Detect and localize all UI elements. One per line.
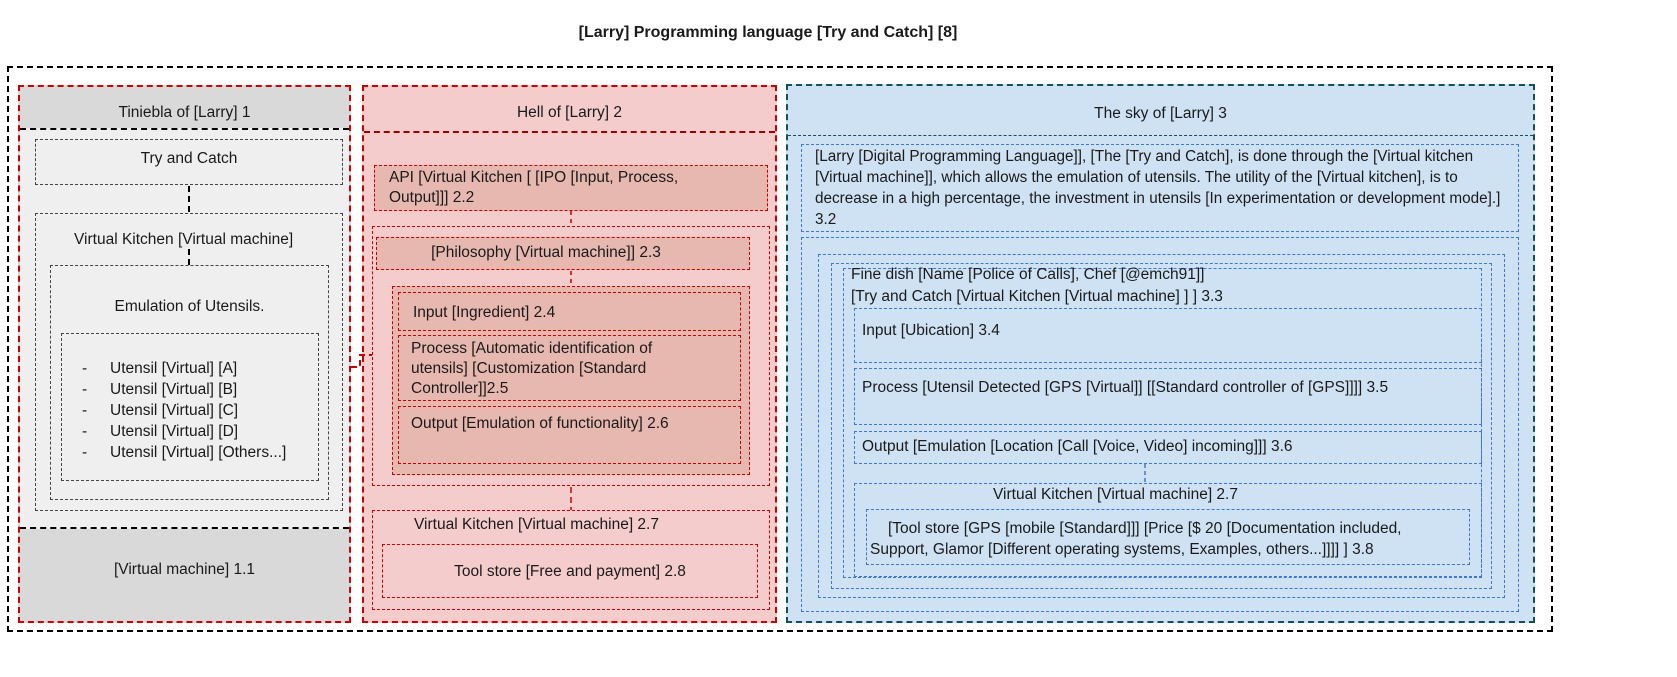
sky-process-box <box>854 368 1482 425</box>
panel-hell-header: Hell of [Larry] 2 <box>516 104 623 121</box>
vk-label: Virtual Kitchen [Virtual machine] 2.7 <box>414 516 659 533</box>
virtual-machine-footer: [Virtual machine] 1.1 <box>113 561 255 578</box>
tool-store-box <box>382 544 758 598</box>
api-box <box>374 165 768 211</box>
fine-dish-mid <box>818 254 1505 598</box>
sky-output-label: Output [Emulation [Location [Call [Voice… <box>862 438 1293 455</box>
utensil-item: Utensil [Virtual] [Others...] <box>110 444 287 461</box>
input-box <box>398 292 741 331</box>
connector-panel1-to-panel2 <box>351 354 372 368</box>
api-label: API [Virtual Kitchen [ [IPO [Input, Proc… <box>389 169 679 206</box>
tool-store-label: Tool store [Free and payment] 2.8 <box>454 563 686 580</box>
sky-tool-store-line2: Support, Glamor [Different operating sys… <box>870 541 1374 558</box>
utensil-bullet: - <box>82 423 88 440</box>
try-catch-box <box>35 139 343 185</box>
sky-vk-label: Virtual Kitchen [Virtual machine] 2.7 <box>993 486 1238 503</box>
try-catch-label: Try and Catch <box>140 150 238 167</box>
panel-tiniebla-header: Tiniebla of [Larry] 1 <box>118 104 251 121</box>
utensil-bullet: - <box>82 360 88 377</box>
utensil-item: Utensil [Virtual] [C] <box>110 402 239 419</box>
description-box <box>801 144 1519 232</box>
panel-sky <box>786 84 1535 623</box>
virtual-kitchen-label: Virtual Kitchen [Virtual machine] <box>74 231 294 248</box>
diagram-title: [Larry] Programming language [Try and Ca… <box>578 24 958 41</box>
vk-container <box>372 510 770 610</box>
panel-sky-divider <box>788 135 1533 136</box>
process-label: Process [Automatic identification of ute… <box>411 340 653 397</box>
sky-input-label: Input [Ubication] 3.4 <box>862 322 1000 339</box>
panel-sky-header: The sky of [Larry] 3 <box>1094 105 1227 122</box>
fine-dish-inner <box>831 263 1492 589</box>
output-label: Output [Emulation of functionality] 2.6 <box>411 415 669 432</box>
fine-dish-outer <box>801 237 1519 612</box>
process-box <box>398 335 741 401</box>
sky-vk-box <box>854 483 1482 577</box>
panel-hell-divider <box>364 131 775 133</box>
description-text: [Larry [Digital Programming Language]], … <box>815 148 1501 228</box>
utensil-item: Utensil [Virtual] [D] <box>110 423 239 440</box>
philosophy-container <box>372 226 770 486</box>
utensil-item: Utensil [Virtual] [A] <box>110 360 238 377</box>
utensil-list-box <box>61 333 319 481</box>
panel-tiniebla-body <box>20 128 349 529</box>
emulation-box <box>50 265 329 500</box>
fine-dish-title: Fine dish [Name [Police of Calls], Chef … <box>851 266 1205 283</box>
utensil-bullet: - <box>82 402 88 419</box>
fine-dish-subtitle: [Try and Catch [Virtual Kitchen [Virtual… <box>851 288 1223 305</box>
philosophy-box <box>376 237 750 270</box>
sky-output-box <box>854 431 1482 464</box>
utensil-bullet: - <box>82 381 88 398</box>
emulation-label: Emulation of Utensils. <box>114 298 265 315</box>
philosophy-label: [Philosophy [Virtual machine]] 2.3 <box>431 244 661 261</box>
utensil-bullet: - <box>82 444 88 461</box>
sky-process-label: Process [Utensil Detected [GPS [Virtual]… <box>862 379 1389 396</box>
output-box <box>398 406 741 464</box>
sky-input-box <box>854 308 1482 363</box>
outer-container <box>7 66 1553 632</box>
virtual-kitchen-box <box>35 213 343 511</box>
sky-tool-store-line1: [Tool store [GPS [mobile [Standard]]] [P… <box>888 520 1402 537</box>
input-label: Input [Ingredient] 2.4 <box>413 304 556 321</box>
ipo-container <box>392 286 750 475</box>
sky-tool-store-box <box>866 509 1470 565</box>
utensil-item: Utensil [Virtual] [B] <box>110 381 238 398</box>
